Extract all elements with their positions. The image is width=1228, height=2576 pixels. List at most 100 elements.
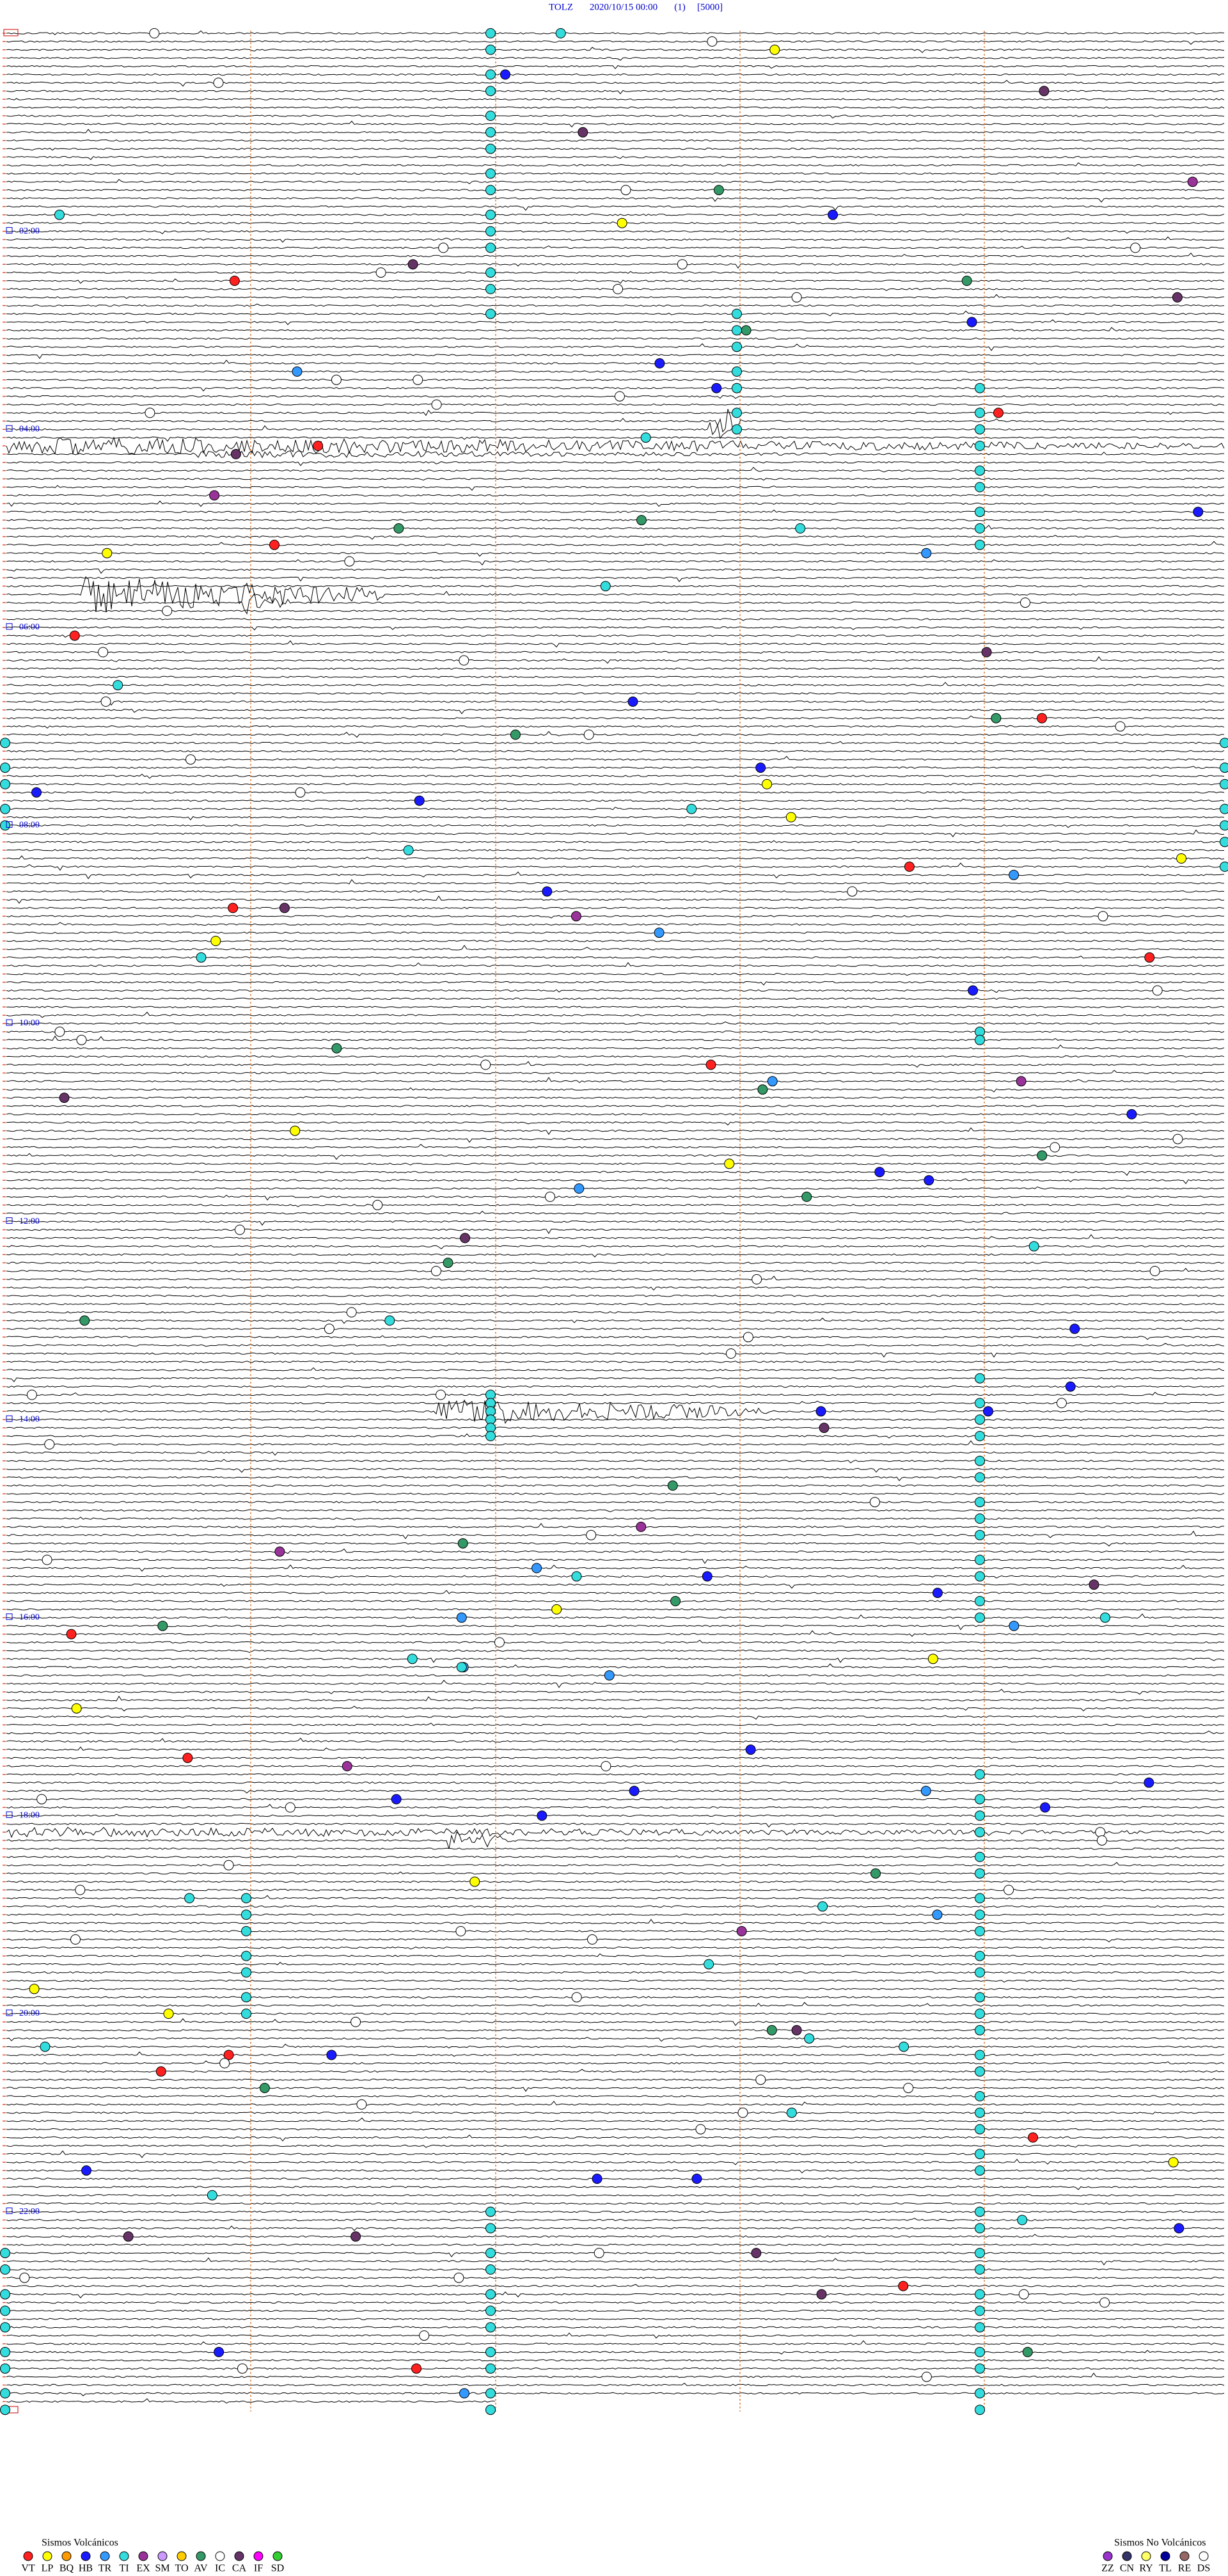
trace [6,245,1225,249]
event [571,1992,582,2003]
hour-marker [6,425,13,432]
trace [6,855,1225,860]
trace [6,931,1225,934]
trace [6,656,1225,664]
trace [6,294,1225,299]
trace [6,755,1225,761]
trace [6,1715,1225,1720]
legend-label: CA [232,2563,247,2574]
trace [6,1367,1225,1371]
event [0,738,10,748]
trace [6,2018,1225,2027]
event [453,2272,464,2283]
event [485,2363,496,2374]
event [485,2289,496,2300]
trace [6,343,1225,351]
trace [6,2268,1225,2272]
event [975,2405,985,2415]
event [1172,292,1183,303]
trace [6,436,1225,455]
trace [6,509,1225,513]
event [724,1158,735,1169]
trace [6,2209,1225,2213]
event [162,606,173,616]
event [457,1538,468,1549]
event [670,1596,681,1606]
trace [6,1317,1225,1324]
scale: [5000] [697,2,723,12]
trace [6,1031,1225,1033]
event [274,1546,285,1557]
event [975,1794,985,1805]
event [961,276,972,286]
trace [6,1361,1225,1363]
event [0,2305,10,2316]
channel: (1) [674,2,686,12]
trace [6,236,1225,243]
hour-label: 08:00 [19,821,40,830]
traces [3,29,1225,2414]
event [531,1563,542,1574]
event [975,1529,985,1540]
event [269,539,280,550]
trace [6,1663,1225,1668]
event [975,383,985,393]
trace [6,79,1225,87]
trace [6,773,1225,779]
trace [6,1608,1225,1611]
event [975,2025,985,2035]
event [819,1423,830,1434]
trace [6,2037,1225,2042]
event [485,2322,496,2333]
trace [6,1826,1225,1838]
trace [6,895,1225,904]
event [485,168,496,179]
trace [6,303,1225,307]
event [975,2322,985,2333]
trace [6,409,1225,433]
trace [6,879,1225,885]
trace [6,2194,1225,2197]
event [975,1810,985,1821]
event [1040,1802,1051,1813]
event [975,2305,985,2316]
trace [6,1953,1225,1957]
event [228,903,239,913]
event [184,1893,195,1904]
trace [6,2309,1225,2312]
event [613,283,624,294]
event [752,1274,762,1284]
event [0,2322,10,2333]
event [29,1984,40,1995]
hour-marker [6,821,13,828]
event [241,2009,251,2019]
trace [6,1440,1225,1446]
trace [6,1144,1225,1149]
event [0,2264,10,2275]
trace [6,525,1225,530]
event [438,242,449,253]
trace [6,667,1225,670]
event [459,655,469,666]
event [1220,803,1228,814]
event [219,2058,230,2069]
event [791,2025,802,2035]
trace [6,1804,1225,1809]
trace [6,485,1225,491]
trace [6,155,1225,161]
trace [6,829,1225,837]
event [975,539,985,550]
trace [6,1087,1225,1093]
trace [6,1880,1225,1883]
event [869,1497,880,1508]
event [592,2174,602,2184]
event [76,1034,87,1045]
trace [6,1938,1224,1943]
event [1099,1612,1110,1623]
event [757,1084,768,1095]
event [847,886,858,897]
event [981,647,992,658]
event [751,2248,762,2259]
event [578,127,588,138]
